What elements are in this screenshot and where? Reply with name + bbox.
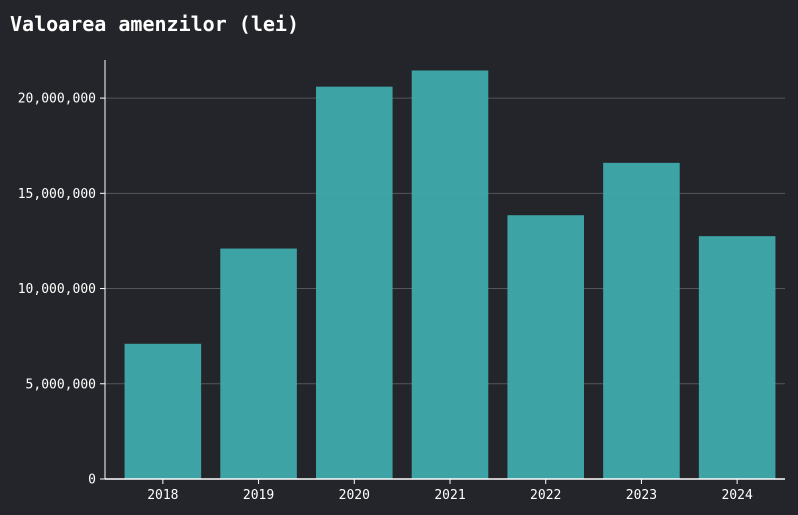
bar-2024[interactable] [698,236,776,479]
bar-2022[interactable] [507,215,584,479]
x-tick-label: 2019 [243,488,274,503]
x-axis: 2018 2019 2020 2021 2022 2023 2024 [105,478,785,503]
x-tick-label: 2023 [626,488,657,503]
y-tick-label: 5,000,000 [26,377,96,392]
chart-title: Valoarea amenzilor (lei) [10,12,299,36]
x-tick-label: 2018 [147,488,178,503]
y-tick-label: 15,000,000 [18,187,96,202]
bar-2021[interactable] [411,70,489,479]
bars [124,70,776,479]
x-tick-label: 2022 [530,488,561,503]
y-tick-label: 0 [88,473,96,488]
x-tick-label: 2021 [434,488,465,503]
bar-2019[interactable] [220,248,297,479]
bar-2020[interactable] [316,86,393,479]
bar-2023[interactable] [603,162,680,479]
y-tick-label: 20,000,000 [18,92,96,107]
bar-2018[interactable] [124,343,202,479]
y-axis: 0 5,000,000 10,000,000 15,000,000 20,000,000 [18,60,106,488]
y-tick-label: 10,000,000 [18,282,96,297]
x-tick-label: 2024 [721,488,752,503]
x-tick-label: 2020 [339,488,370,503]
